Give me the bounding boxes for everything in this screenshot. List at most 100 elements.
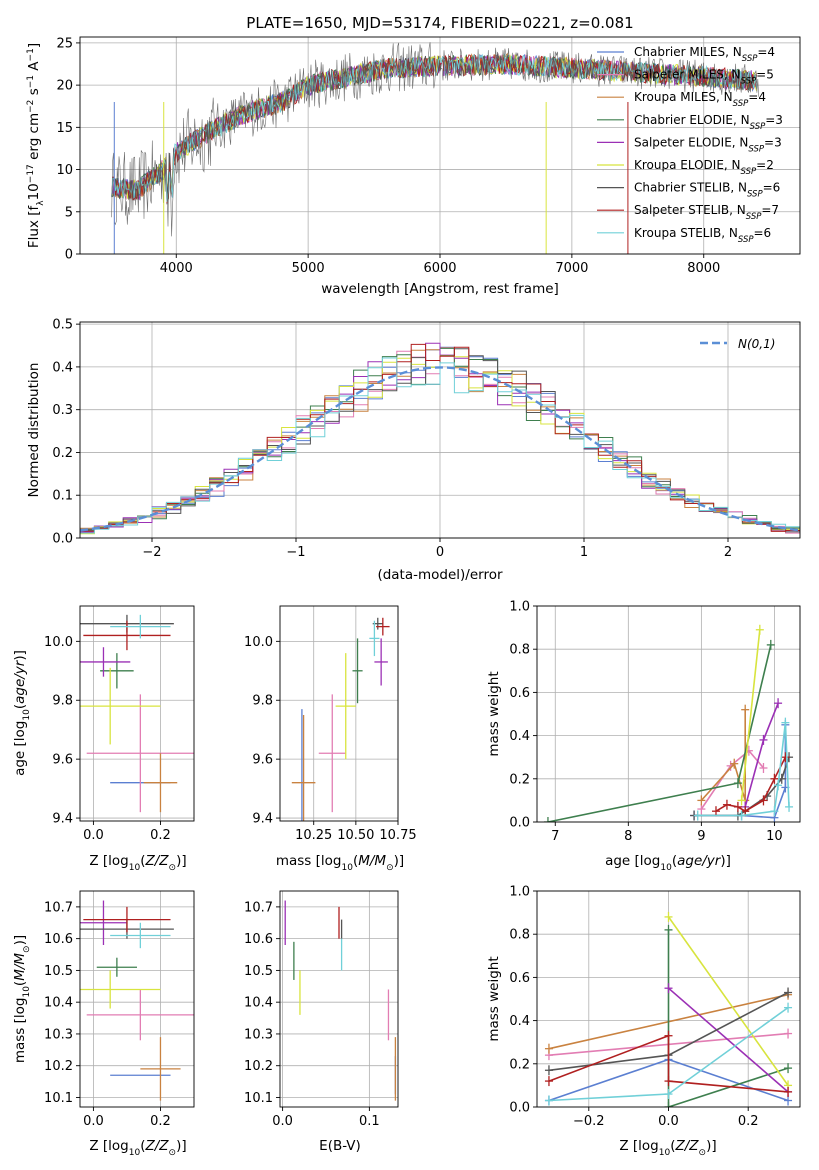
legend-label: Salpeter ELODIE, NSSP=3 [634,135,782,154]
weight-point [784,1086,793,1097]
x-tick-label: 10 [766,829,783,844]
y-tick-label: 0.8 [509,928,530,943]
weight-point [730,758,739,769]
error-point [83,906,171,933]
weight-point [759,763,768,773]
plot-area [111,42,759,254]
y-tick-label: 0.8 [509,643,530,658]
y-tick-label: 0.1 [52,489,73,504]
weight-point [544,1076,553,1087]
error-point [291,714,316,821]
weight-point [770,773,779,784]
weight-age-chart: 7 8 9 10 0.0 0.2 0.4 0.6 0.8 1.0 mass weight age [l… [486,600,801,873]
error-point [80,667,161,745]
plot-area [80,900,194,1101]
weight-point [759,734,768,745]
weight-point [697,804,706,815]
mass-ebv-xlabel: E(B-V) [319,1138,361,1154]
weight-point [543,817,552,822]
y-tick-label: 10.7 [44,900,73,915]
weight-point [733,778,742,789]
y-tick-label: 0.0 [509,1101,530,1116]
y-tick-label: 1.0 [509,600,530,615]
legend-item: Kroupa ELODIE, NSSP=2 [597,158,774,177]
y-tick-label: 1.0 [509,885,530,900]
data-spectrum-line [111,42,759,237]
weight-point [784,1095,793,1106]
legend-item: Kroupa MILES, NSSP=4 [597,90,766,109]
y-tick-label: 0.2 [509,1057,530,1072]
plot-area [543,624,794,822]
weight-point [785,801,794,812]
error-point [143,753,178,813]
error-point [376,617,390,636]
x-tick-label: 10.75 [379,828,416,843]
weight-point [697,795,706,806]
age-mass-chart: 10.25 10.50 10.75 9.4 9.6 9.8 10.0 mass [log10(… [244,605,417,873]
legend-item: Salpeter MILES, NSSP=5 [597,68,774,87]
x-tick-label: 4000 [160,261,193,276]
weight-point [781,717,790,728]
y-tick-label: 0.0 [509,816,530,831]
y-tick-label: 10.6 [244,932,273,947]
y-tick-label: 10.4 [44,996,73,1011]
x-tick-label: 0.0 [83,828,104,843]
legend-item: Chabrier ELODIE, NSSP=3 [597,113,783,132]
weight-series-line [548,1034,789,1093]
weight-point [770,806,779,817]
x-tick-label: 8000 [687,261,720,276]
weight-point [784,1063,793,1074]
age-mass-xlabel: mass [log10(M/M⊙)] [276,853,404,873]
error-point [86,989,194,1041]
weight-point [664,911,673,922]
error-point [335,653,356,760]
y-tick-label: 9.8 [252,694,273,709]
age-z-ylabel: age [log10(age/yr)] [12,650,32,776]
axes-frame [79,605,195,822]
weight-point [784,1028,793,1039]
x-tick-label: 9 [697,829,705,844]
axes-frame [279,605,399,822]
y-tick-label: 10 [56,163,73,178]
legend-label: Chabrier MILES, NSSP=4 [634,45,775,64]
weight-point [722,799,731,810]
error-point [140,1037,181,1101]
weight-series-line [697,722,790,817]
weight-point [544,1043,553,1054]
y-tick-label: 10.6 [44,932,73,947]
plot-area [291,617,390,821]
weight-point [781,752,790,763]
weight-age-chart-ylabel: mass weight [486,671,502,756]
y-tick-label: 20 [56,79,73,94]
axes-frame [79,890,195,1108]
y-tick-label: 10.5 [44,964,73,979]
y-tick-label: 9.8 [52,694,73,709]
x-tick-label: 1 [580,545,588,560]
y-tick-label: 15 [56,121,73,136]
age-z-chart: 0.0 0.2 9.4 9.6 9.8 10.0 Z [log10(Z/Z⊙)] age [l… [12,605,195,873]
spectrum-title: PLATE=1650, MJD=53174, FIBERID=0221, z=0… [246,14,633,32]
weight-point [774,698,783,709]
y-tick-label: 0.2 [52,446,73,461]
histogram-ylabel: Normed distribution [26,363,42,498]
y-tick-label: 0.4 [52,360,73,375]
error-point [96,957,137,977]
weight-point [664,924,673,935]
y-tick-label: 9.6 [252,753,273,768]
mass-z-chart: 0.0 0.2 10.1 10.2 10.3 10.4 10.5 10.6 10.7 Z [log… [12,890,195,1158]
y-tick-label: 10.5 [244,964,273,979]
x-tick-label: 6000 [423,261,456,276]
legend-label: N(0,1) [738,337,775,351]
legend-item: Kroupa STELIB, NSSP=6 [597,226,771,245]
error-point [352,638,363,704]
weight-series-line [694,724,787,819]
error-point [374,638,388,686]
error-point [83,620,171,651]
weight-point [664,1076,673,1087]
weight-point [766,639,775,650]
mass-z-xlabel: Z [log10(Z/Z⊙)] [89,1138,186,1158]
x-tick-label: 7 [551,829,559,844]
y-tick-label: 10.0 [44,635,73,650]
x-tick-label: 7000 [555,261,588,276]
